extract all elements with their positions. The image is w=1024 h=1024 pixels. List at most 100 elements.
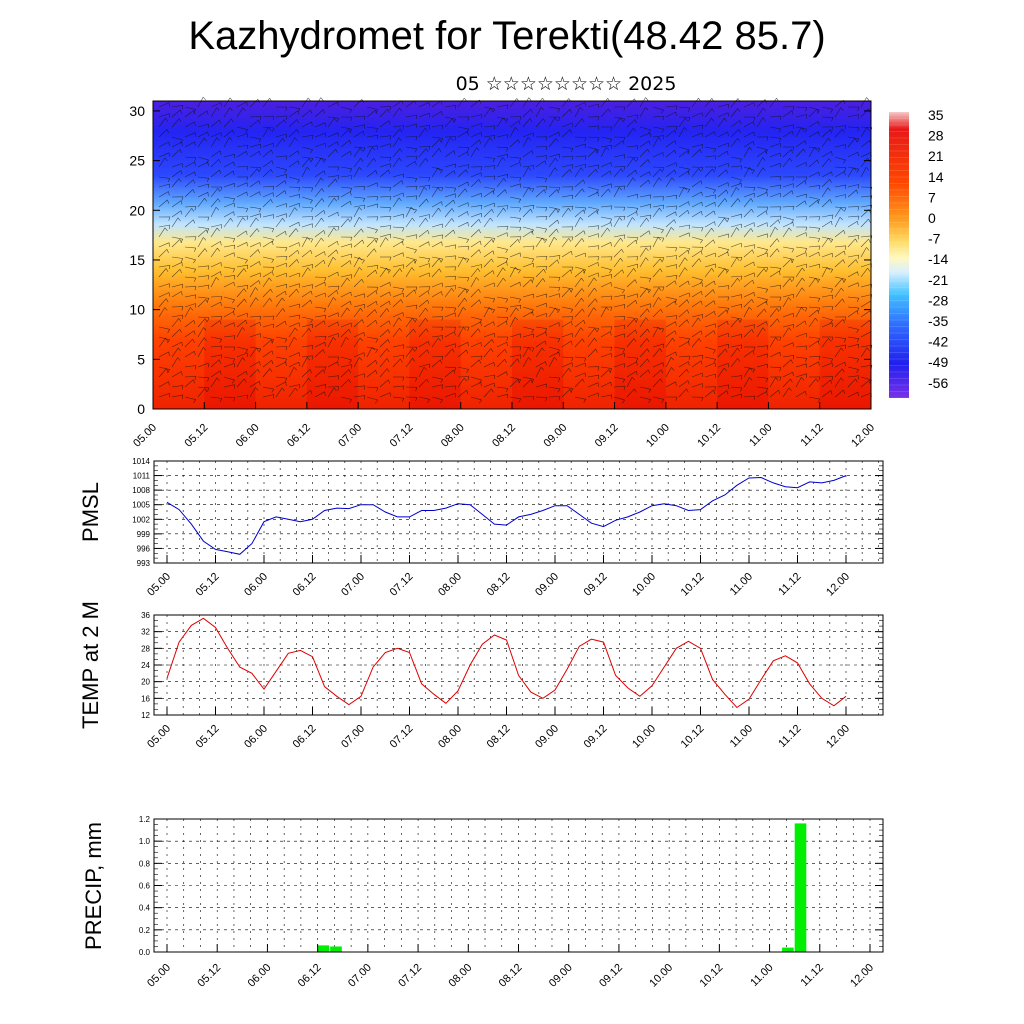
x-tick-label: 05.12 [195,962,223,990]
wind-barb [587,287,595,298]
wind-barb-flag [502,267,506,271]
wind-barb [665,330,676,338]
wind-barb-flag [792,146,795,151]
wind-barb [730,198,739,208]
wind-barb [457,288,466,298]
wind-barb [821,294,833,298]
wind-barb [509,358,518,368]
wind-barb-flag [374,239,377,244]
wind-barb [496,205,508,208]
colorbar-label: -28 [928,292,948,308]
wind-barb-flag [259,151,261,156]
wind-barb [639,179,649,188]
wind-barb [808,185,820,188]
wind-barb [782,158,790,168]
wind-barb-flag [636,211,638,216]
x-tick-label: 05.12 [182,422,210,450]
wind-barb-flag [350,291,352,296]
wind-barb-flag [778,138,782,143]
wind-barb [236,217,243,228]
wind-barb-flag [610,331,612,336]
wind-barb [392,299,402,308]
wind-barb [613,237,621,248]
wind-barb-flag [168,141,170,146]
wind-barb-flag [285,381,287,386]
wind-barb-flag [715,194,717,199]
wind-barb [340,218,349,228]
wind-barb [704,202,716,208]
wind-barb-flag [519,227,522,232]
wind-barb-flag [414,289,417,294]
wind-barb-flag [467,246,470,251]
wind-barb [249,380,260,388]
wind-barb-flag [580,217,584,221]
wind-barb [275,155,287,158]
wind-barb [821,379,831,388]
y-tick-label: 24 [141,661,150,670]
wind-barb-flag [856,298,860,302]
wind-barb [444,385,456,388]
wind-barb-flag [623,386,626,391]
wind-barb-flag [217,198,221,203]
wind-barb [626,217,633,228]
x-tick-label: 06.12 [291,723,319,751]
wind-barb-flag [805,216,808,221]
wind-barb-flag [415,136,418,141]
wind-barb [262,277,270,288]
wind-barb [301,167,308,178]
wind-barb-flag [791,110,794,115]
wind-barb [470,213,482,218]
wind-barb-flag [701,201,703,207]
wind-barb [249,191,260,198]
wind-barb-flag [857,107,860,111]
wind-barb [509,281,521,288]
wind-barb-flag [792,372,794,377]
wind-barb [509,216,521,219]
wind-barb-flag [441,201,443,206]
wind-barb [288,249,298,258]
y-tick-label: 1002 [132,515,150,524]
wind-barb [535,383,547,388]
wind-barb-flag [285,256,288,261]
wind-barb [457,390,467,398]
wind-barb [288,367,295,378]
wind-barb-flag [545,266,548,271]
wind-barb [457,222,469,228]
wind-barb-flag [648,399,651,404]
wind-barb [639,247,647,258]
wind-barb [275,246,288,248]
wind-barb-flag [415,155,418,160]
wind-barb [860,284,872,288]
wind-barb-flag [204,248,208,253]
wind-barb [587,272,599,278]
wind-barb-flag [766,345,769,350]
wind-barb-flag [532,347,535,352]
wind-barb-flag [622,269,625,274]
wind-barb-flag [399,107,402,112]
wind-barb-flag [556,228,559,233]
y-tick-label: 10 [129,302,145,318]
wind-barb [704,228,712,238]
wind-barb-flag [517,379,520,384]
wind-barb-flag [334,117,337,122]
wind-barb [275,166,287,170]
wind-barb [184,330,195,338]
wind-barb-flag [180,210,183,215]
wind-barb-flag [285,155,288,160]
wind-barb [509,396,521,400]
wind-barb [223,335,235,338]
wind-barb [756,363,768,368]
wind-barb-flag [593,307,597,311]
wind-barb [184,276,196,279]
wind-barb [574,372,586,378]
wind-barb-flag [830,379,833,384]
wind-barb-flag [181,306,184,311]
wind-barb-flag [645,317,649,321]
wind-barb [184,365,196,368]
x-tick-label: 09.12 [597,962,625,990]
wind-barb [340,277,348,288]
wind-barb-flag [412,317,415,322]
wind-barb-flag [777,219,781,224]
wind-barb [639,107,646,118]
wind-barb [249,213,261,218]
